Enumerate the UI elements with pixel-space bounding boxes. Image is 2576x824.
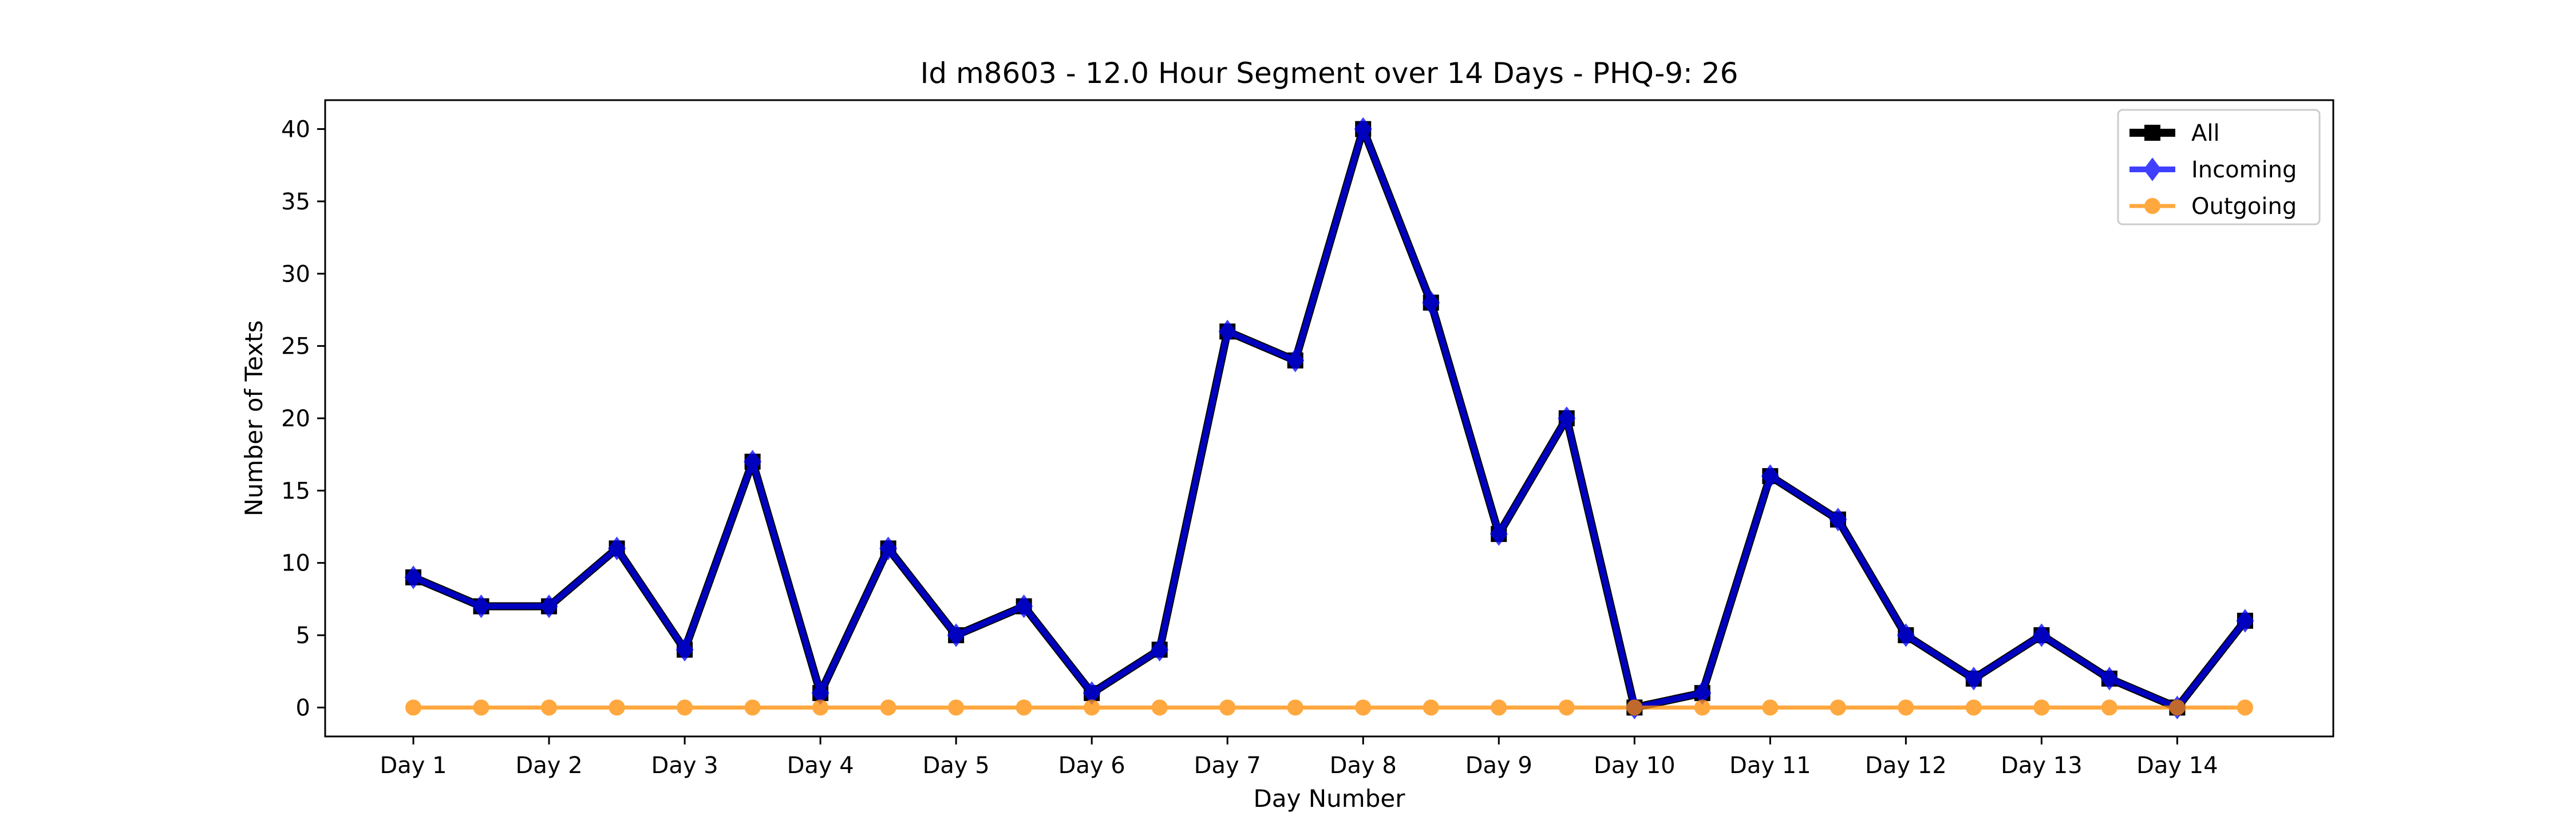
data-point-outgoing bbox=[1016, 699, 1032, 716]
series-incoming bbox=[404, 117, 2254, 720]
data-point-outgoing bbox=[948, 699, 965, 716]
series-layer bbox=[404, 117, 2254, 720]
y-tick-label: 25 bbox=[281, 334, 310, 360]
data-point-outgoing bbox=[1830, 699, 1846, 716]
data-point-incoming bbox=[1422, 291, 1440, 315]
series-outgoing bbox=[405, 699, 2253, 716]
data-point-outgoing bbox=[1626, 699, 1643, 716]
series-line-incoming bbox=[412, 126, 2247, 711]
data-point-incoming bbox=[2236, 609, 2254, 633]
legend-entry bbox=[2129, 157, 2175, 181]
x-tick-label: Day 8 bbox=[1330, 752, 1397, 779]
x-tick-label: Day 5 bbox=[923, 752, 990, 779]
data-point-incoming bbox=[1151, 637, 1169, 662]
legend-box bbox=[2117, 109, 2321, 225]
data-point-incoming bbox=[1015, 594, 1033, 619]
data-point-outgoing bbox=[812, 699, 829, 716]
data-point-incoming bbox=[472, 594, 491, 619]
legend-label: Outgoing bbox=[2191, 193, 2297, 220]
data-point-incoming bbox=[2100, 667, 2119, 691]
x-tick-label: Day 4 bbox=[787, 752, 854, 779]
legend-label: Incoming bbox=[2191, 157, 2297, 183]
data-point-outgoing bbox=[541, 699, 558, 716]
data-point-outgoing bbox=[677, 699, 693, 716]
data-point-outgoing bbox=[609, 699, 625, 716]
y-axis-title: Number of Texts bbox=[240, 320, 268, 517]
x-tick-label: Day 9 bbox=[1465, 752, 1532, 779]
data-point-outgoing bbox=[1965, 699, 1982, 716]
data-point-outgoing bbox=[1762, 699, 1779, 716]
data-point-outgoing bbox=[2237, 699, 2253, 716]
axes-layer: 0 5 10 15 20 25 30 35 40 Day 1 Day 2 Day 3 Day 4 Day … bbox=[240, 57, 2334, 813]
legend-entry bbox=[2129, 198, 2175, 214]
x-tick-label: Day 12 bbox=[1865, 752, 1947, 779]
data-point-incoming bbox=[947, 623, 965, 647]
x-tick-label: Day 6 bbox=[1058, 752, 1125, 779]
x-tick-label: Day 2 bbox=[516, 752, 583, 779]
data-point-incoming bbox=[879, 536, 898, 561]
data-point-outgoing bbox=[1084, 699, 1100, 716]
data-point-incoming bbox=[1354, 117, 1372, 141]
data-point-outgoing bbox=[2033, 699, 2050, 716]
y-tick-label: 30 bbox=[281, 261, 310, 287]
data-point-outgoing bbox=[473, 699, 489, 716]
y-tick-label: 20 bbox=[281, 406, 310, 432]
data-point-outgoing bbox=[880, 699, 896, 716]
data-point-incoming bbox=[1829, 508, 1847, 532]
data-point-outgoing bbox=[2101, 699, 2117, 716]
legend-swatch-marker bbox=[2144, 125, 2160, 141]
y-tick-label: 40 bbox=[281, 117, 310, 143]
data-point-outgoing bbox=[1898, 699, 1914, 716]
legend-swatch-marker bbox=[2143, 157, 2162, 181]
y-tick-label: 10 bbox=[281, 550, 310, 577]
data-point-incoming bbox=[2032, 623, 2050, 647]
chart-title: Id m8603 - 12.0 Hour Segment over 14 Day… bbox=[920, 57, 1739, 90]
data-point-incoming bbox=[1218, 319, 1236, 344]
x-tick-label: Day 1 bbox=[380, 752, 447, 779]
data-point-outgoing bbox=[1151, 699, 1168, 716]
x-tick-label: Day 3 bbox=[651, 752, 718, 779]
y-tick-label: 15 bbox=[281, 478, 310, 504]
x-tick-label: Day 7 bbox=[1194, 752, 1261, 779]
x-tick-label: Day 13 bbox=[2001, 752, 2083, 779]
data-point-incoming bbox=[1965, 667, 1983, 691]
y-tick-label: 0 bbox=[296, 695, 310, 721]
y-tick-label: 5 bbox=[296, 623, 310, 649]
data-point-incoming bbox=[608, 536, 626, 561]
data-point-incoming bbox=[744, 450, 762, 474]
legend-swatch-marker bbox=[2144, 198, 2160, 214]
series-all bbox=[405, 121, 2253, 716]
series-line-all bbox=[412, 125, 2249, 712]
data-point-incoming bbox=[1558, 406, 1576, 430]
data-point-incoming bbox=[404, 565, 422, 589]
legend-label: All bbox=[2191, 120, 2220, 146]
data-point-outgoing bbox=[1287, 699, 1303, 716]
x-tick-label: Day 14 bbox=[2136, 752, 2218, 779]
data-point-outgoing bbox=[1491, 699, 1507, 716]
data-point-incoming bbox=[1286, 348, 1305, 373]
x-tick-label: Day 10 bbox=[1594, 752, 1676, 779]
data-point-incoming bbox=[1897, 623, 1915, 647]
x-tick-label: Day 11 bbox=[1729, 752, 1811, 779]
data-point-outgoing bbox=[1558, 699, 1575, 716]
y-tick-label: 35 bbox=[281, 189, 310, 215]
data-point-outgoing bbox=[2169, 699, 2186, 716]
legend-layer: All Incoming Outgoing bbox=[2117, 109, 2321, 225]
data-point-outgoing bbox=[1423, 699, 1439, 716]
data-point-incoming bbox=[675, 637, 694, 662]
data-point-outgoing bbox=[1219, 699, 1236, 716]
x-axis-title: Day Number bbox=[1253, 785, 1405, 813]
legend-entry bbox=[2129, 125, 2175, 141]
data-point-incoming bbox=[540, 594, 558, 619]
data-point-incoming bbox=[1761, 464, 1779, 488]
data-point-outgoing bbox=[1694, 699, 1710, 716]
data-point-outgoing bbox=[405, 699, 422, 716]
data-point-outgoing bbox=[1355, 699, 1372, 716]
data-point-outgoing bbox=[744, 699, 761, 716]
data-point-incoming bbox=[1490, 522, 1508, 546]
